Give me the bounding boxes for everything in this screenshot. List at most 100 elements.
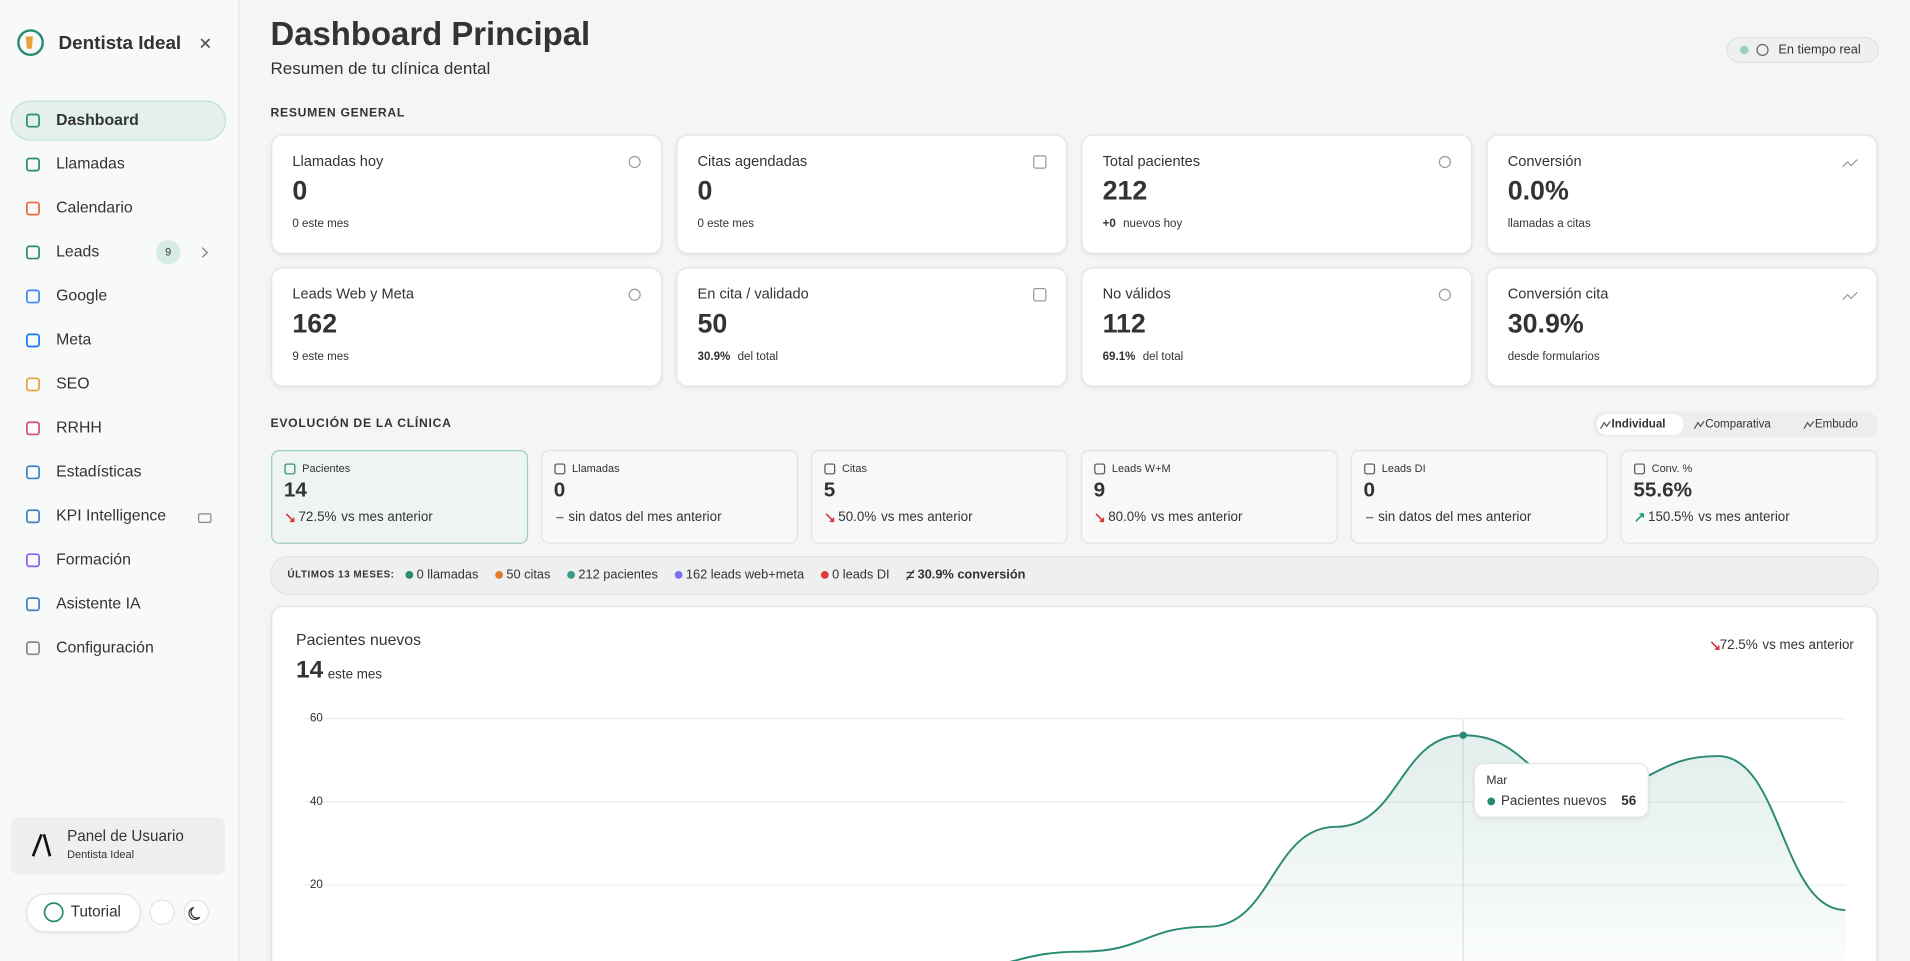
metric-card[interactable] <box>810 450 1068 544</box>
totals-item: 0 llamadas <box>417 566 479 581</box>
user-subtitle: Dentista Ideal <box>67 849 134 861</box>
stat-card <box>1486 134 1878 254</box>
nav-label[interactable]: Meta <box>56 332 91 349</box>
y-tick-label: 20 <box>310 879 323 891</box>
tooltip-series: Pacientes nuevos <box>1501 793 1607 808</box>
metric-value: 14 <box>284 478 308 501</box>
metric-value: 55.6% <box>1633 478 1692 501</box>
stat-note: 9 este mes <box>292 351 349 363</box>
nav-icon <box>26 553 40 568</box>
close-button[interactable] <box>200 38 211 49</box>
tab-icon <box>1803 421 1815 430</box>
metric-delta: 50.0% <box>838 509 876 524</box>
status-text: En tiempo real <box>1778 41 1860 56</box>
metric-note: sin datos del mes anterior <box>568 509 722 524</box>
card-icon <box>1842 291 1858 301</box>
nav-label[interactable]: Dashboard <box>56 112 139 129</box>
stat-label: Total pacientes <box>1103 154 1200 170</box>
nav-label[interactable]: Configuración <box>56 639 154 656</box>
metric-card[interactable] <box>1350 450 1608 544</box>
nav-label[interactable]: Asistente IA <box>56 595 141 612</box>
stat-label: No válidos <box>1103 287 1171 303</box>
tab-icon <box>1600 421 1611 430</box>
theme-button[interactable] <box>183 899 209 926</box>
nav-label[interactable]: KPI Intelligence <box>56 507 166 524</box>
metric-label: Pacientes <box>302 463 351 475</box>
nav-icon <box>26 289 40 304</box>
sparkle-button[interactable] <box>149 899 175 926</box>
stat-delta: +0 <box>1103 218 1116 230</box>
tooltip-category: Mar <box>1486 773 1507 787</box>
stat-label: En cita / validado <box>698 287 809 303</box>
nav-label[interactable]: Llamadas <box>56 156 125 173</box>
nav-icon <box>26 245 40 260</box>
totals-item: 162 leads web+meta <box>686 566 805 581</box>
trend-arrow <box>1095 513 1105 523</box>
stat-card <box>271 134 663 254</box>
metric-label: Citas <box>842 463 867 475</box>
tab-label[interactable]: Comparativa <box>1705 419 1771 431</box>
metric-card[interactable] <box>1620 450 1878 544</box>
sidebar <box>0 0 239 961</box>
nav-label[interactable]: Leads <box>56 244 99 261</box>
totals-item: 50 citas <box>506 566 550 581</box>
y-tick-label: 60 <box>310 713 323 725</box>
stat-note: 0 este mes <box>698 218 755 230</box>
totals-bar <box>269 556 1879 595</box>
stat-card <box>676 267 1068 387</box>
stat-value: 0.0% <box>1508 176 1569 206</box>
help-icon <box>43 902 64 923</box>
tab-label[interactable]: Embudo <box>1815 419 1858 431</box>
tooltip <box>1473 763 1649 818</box>
stat-note: del total <box>1143 351 1184 363</box>
nav-icon <box>26 597 40 612</box>
totals-dot <box>820 570 829 579</box>
stat-value: 162 <box>292 308 337 338</box>
user-avatar <box>31 833 52 857</box>
nav-label[interactable]: SEO <box>56 376 89 393</box>
user-panel[interactable] <box>11 817 226 875</box>
totals-item: 0 leads DI <box>832 566 889 581</box>
y-tick-label: 40 <box>310 796 323 808</box>
metric-note: sin datos del mes anterior <box>1378 509 1532 524</box>
nav-badge-text: 9 <box>165 246 171 258</box>
status-pill <box>1726 37 1879 63</box>
totals-label: ÚLTIMOS 13 MESES: <box>288 568 395 580</box>
card-icon <box>1438 288 1451 301</box>
moon-icon <box>188 906 201 921</box>
nav-label[interactable]: Google <box>56 288 107 305</box>
metric-card[interactable] <box>541 450 799 544</box>
stat-label: Llamadas hoy <box>292 154 384 170</box>
nav-label[interactable]: Calendario <box>56 200 133 217</box>
metric-value: 5 <box>824 478 836 501</box>
metric-card[interactable] <box>1080 450 1338 544</box>
nav-icon <box>26 201 40 216</box>
chart-title: Pacientes nuevos <box>296 632 421 649</box>
card-icon <box>1033 155 1047 169</box>
nav-icon <box>26 641 40 656</box>
card-icon <box>1033 288 1047 302</box>
nav-label[interactable]: RRHH <box>56 420 102 437</box>
trend-arrow <box>1635 513 1644 522</box>
nav-icon <box>26 333 40 348</box>
totals-dot <box>495 570 503 579</box>
metric-note: vs mes anterior <box>1698 509 1790 524</box>
stat-value: 30.9% <box>1508 308 1584 338</box>
tab-label[interactable]: Individual <box>1612 419 1666 431</box>
tutorial-label: Tutorial <box>71 903 121 920</box>
tooltip-value: 56 <box>1621 793 1636 808</box>
stat-value: 112 <box>1103 308 1146 338</box>
metric-label: Llamadas <box>572 463 620 475</box>
metric-icon <box>1364 463 1376 475</box>
nav-label[interactable]: Estadísticas <box>56 464 141 481</box>
chart-delta: 72.5% <box>1720 637 1758 652</box>
totals-item: 30.9% conversión <box>918 566 1026 581</box>
nav-label[interactable]: Formación <box>56 551 131 568</box>
metric-label: Leads DI <box>1382 463 1426 475</box>
metric-delta: 72.5% <box>298 509 336 524</box>
metric-icon <box>1634 463 1645 475</box>
stat-note: desde formularios <box>1508 351 1600 363</box>
metric-label: Leads W+M <box>1112 463 1171 475</box>
metric-card[interactable] <box>271 450 529 544</box>
